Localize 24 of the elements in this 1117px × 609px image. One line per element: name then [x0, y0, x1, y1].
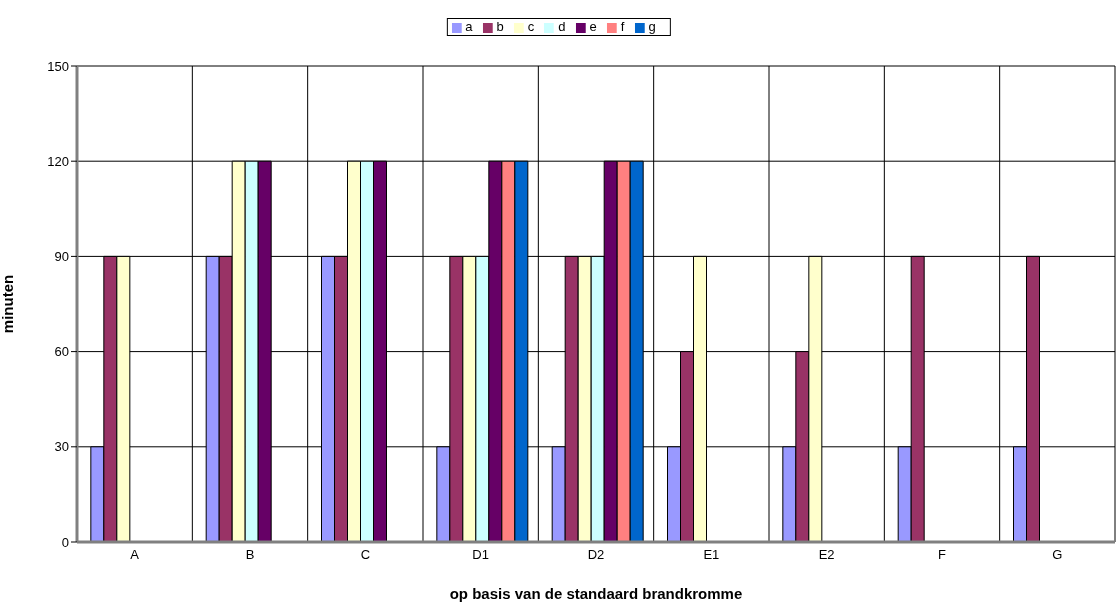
x-tick-label: E1: [703, 547, 720, 563]
x-axis-title: op basis van de standaard brandkromme: [449, 585, 743, 602]
legend-label: f: [620, 19, 625, 34]
legend-label: b: [496, 19, 504, 34]
y-tick-label: 120: [47, 153, 69, 169]
legend-label: c: [527, 19, 535, 34]
x-tick-label: C: [360, 547, 371, 563]
legend-label: d: [558, 19, 566, 34]
x-tick-label: E2: [818, 547, 835, 563]
x-tick-label: F: [938, 547, 947, 563]
x-tick-label: D1: [472, 547, 489, 563]
y-tick-label: 0: [61, 534, 69, 550]
y-axis-title: minuten: [0, 274, 17, 334]
y-tick-label: 90: [54, 249, 69, 265]
x-tick-label: G: [1052, 547, 1063, 563]
x-tick-label: A: [130, 547, 140, 563]
x-tick-label: D2: [587, 547, 605, 563]
legend-label: a: [465, 19, 473, 34]
legend-label: g: [648, 19, 656, 34]
y-tick-label: 60: [54, 344, 69, 360]
y-tick-label: 30: [54, 439, 69, 455]
y-tick-label: 150: [47, 58, 69, 74]
legend-label: e: [589, 19, 597, 34]
x-tick-label: B: [245, 547, 255, 563]
